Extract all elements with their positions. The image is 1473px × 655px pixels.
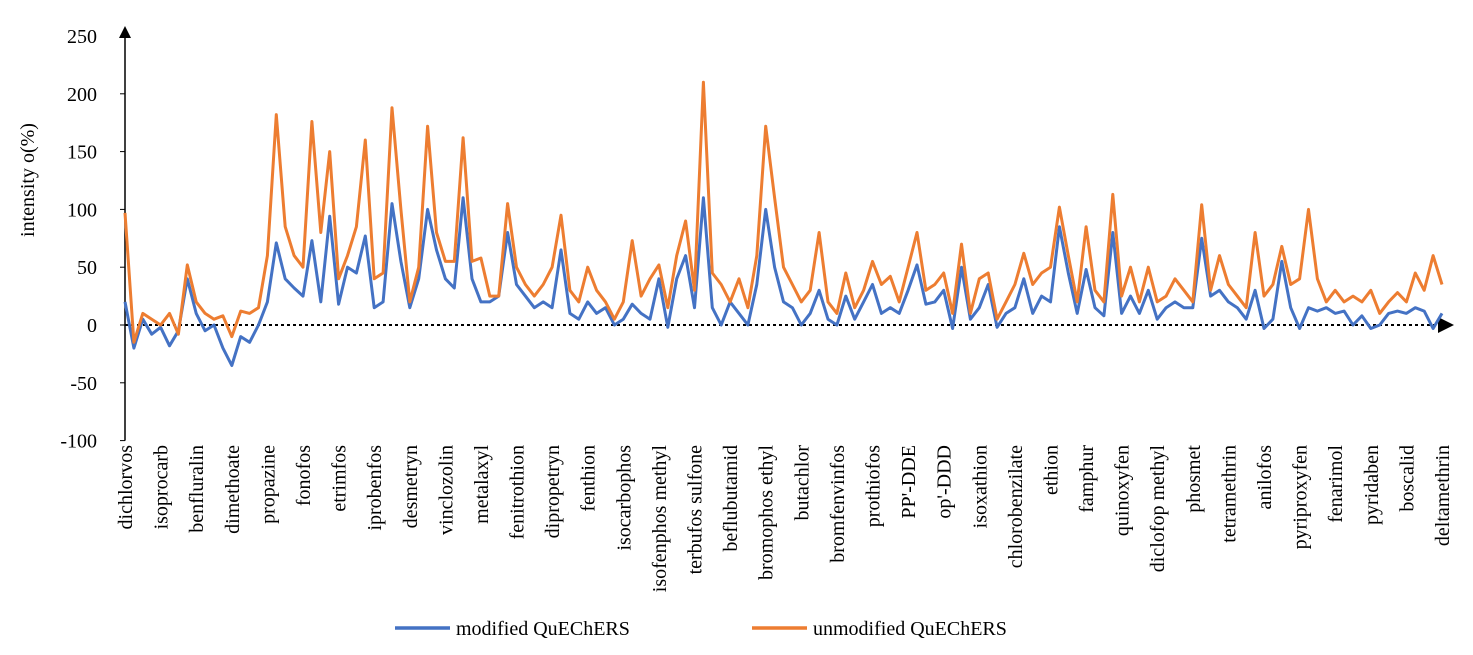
series-line xyxy=(123,80,1444,344)
x-tick-label: deltamethrin xyxy=(1432,445,1454,546)
x-tick-label: fenarimol xyxy=(1325,445,1347,523)
x-tick-label: chlorobenzilate xyxy=(1005,445,1027,568)
x-tick-label: phosmet xyxy=(1183,445,1205,513)
y-tick-label: -50 xyxy=(70,373,97,395)
y-tick-label: 0 xyxy=(87,315,97,337)
series-line xyxy=(123,196,1444,367)
lines-layer xyxy=(123,80,1444,367)
y-tick-label: 100 xyxy=(67,199,97,221)
x-tick-label: PP'-DDE xyxy=(898,445,920,519)
x-tick-label: beflubutamid xyxy=(720,445,742,552)
x-tick-label: bromfenvinfos xyxy=(827,445,849,563)
x-tick-label: desmetryn xyxy=(400,445,422,528)
x-tick-label: anilofos xyxy=(1254,445,1276,510)
x-tick-label: ethion xyxy=(1040,445,1062,495)
x-tick-label: propazine xyxy=(257,445,279,524)
y-tick-label: 250 xyxy=(67,26,97,48)
x-tick-label: etrimfos xyxy=(329,445,351,512)
x-tick-label: prothiofos xyxy=(862,445,884,527)
x-tick-label: metalaxyl xyxy=(471,445,493,524)
x-tick-label: tetramethrin xyxy=(1218,445,1240,543)
x-tick-label: isofenphos methyl xyxy=(649,445,671,593)
legend-label: unmodified QuEChERS xyxy=(813,618,1007,640)
x-tick-label: benfluralin xyxy=(186,445,208,533)
x-tick-label: boscalid xyxy=(1396,445,1418,512)
x-tick-label: fenitrothion xyxy=(507,445,529,539)
x-tick-label: butachlor xyxy=(791,445,813,521)
x-tick-label: terbufos sulfone xyxy=(685,445,707,575)
x-tick-label: isocarbophos xyxy=(613,445,635,551)
y-tick-label: 50 xyxy=(77,257,97,279)
axes-layer: -100 -50 0 50 100 150 200 250 dichlorvos isoproca… xyxy=(60,26,1454,592)
x-tick-label: fonofos xyxy=(293,445,315,506)
x-tick-label: pyriproxyfen xyxy=(1290,445,1312,549)
x-tick-label: fenthion xyxy=(578,445,600,512)
x-tick-label: isoxathion xyxy=(969,445,991,528)
x-tick-label: vinclozolin xyxy=(435,445,457,535)
x-tick-label: diclofop methyl xyxy=(1147,445,1169,573)
x-tick-label: quinoxyfen xyxy=(1112,445,1134,536)
x-tick-label: op'-DDD xyxy=(934,445,956,519)
legend-label: modified QuEChERS xyxy=(456,618,630,640)
x-tick-label: pyridaben xyxy=(1361,445,1383,525)
x-tick-label: famphur xyxy=(1076,445,1098,513)
x-tick-label: dipropetryn xyxy=(542,445,564,538)
x-tick-label: isoprocarb xyxy=(151,445,173,529)
x-tick-label: iprobenfos xyxy=(364,445,386,531)
y-tick-label: 150 xyxy=(67,142,97,164)
x-tick-label: bromophos ethyl xyxy=(756,445,778,580)
y-tick-label: -100 xyxy=(60,431,97,453)
y-axis-label: intensity o(%) xyxy=(17,123,39,237)
x-tick-label: dimethoate xyxy=(222,445,244,534)
x-tick-label: dichlorvos xyxy=(115,445,137,530)
y-tick-label: 200 xyxy=(67,84,97,106)
